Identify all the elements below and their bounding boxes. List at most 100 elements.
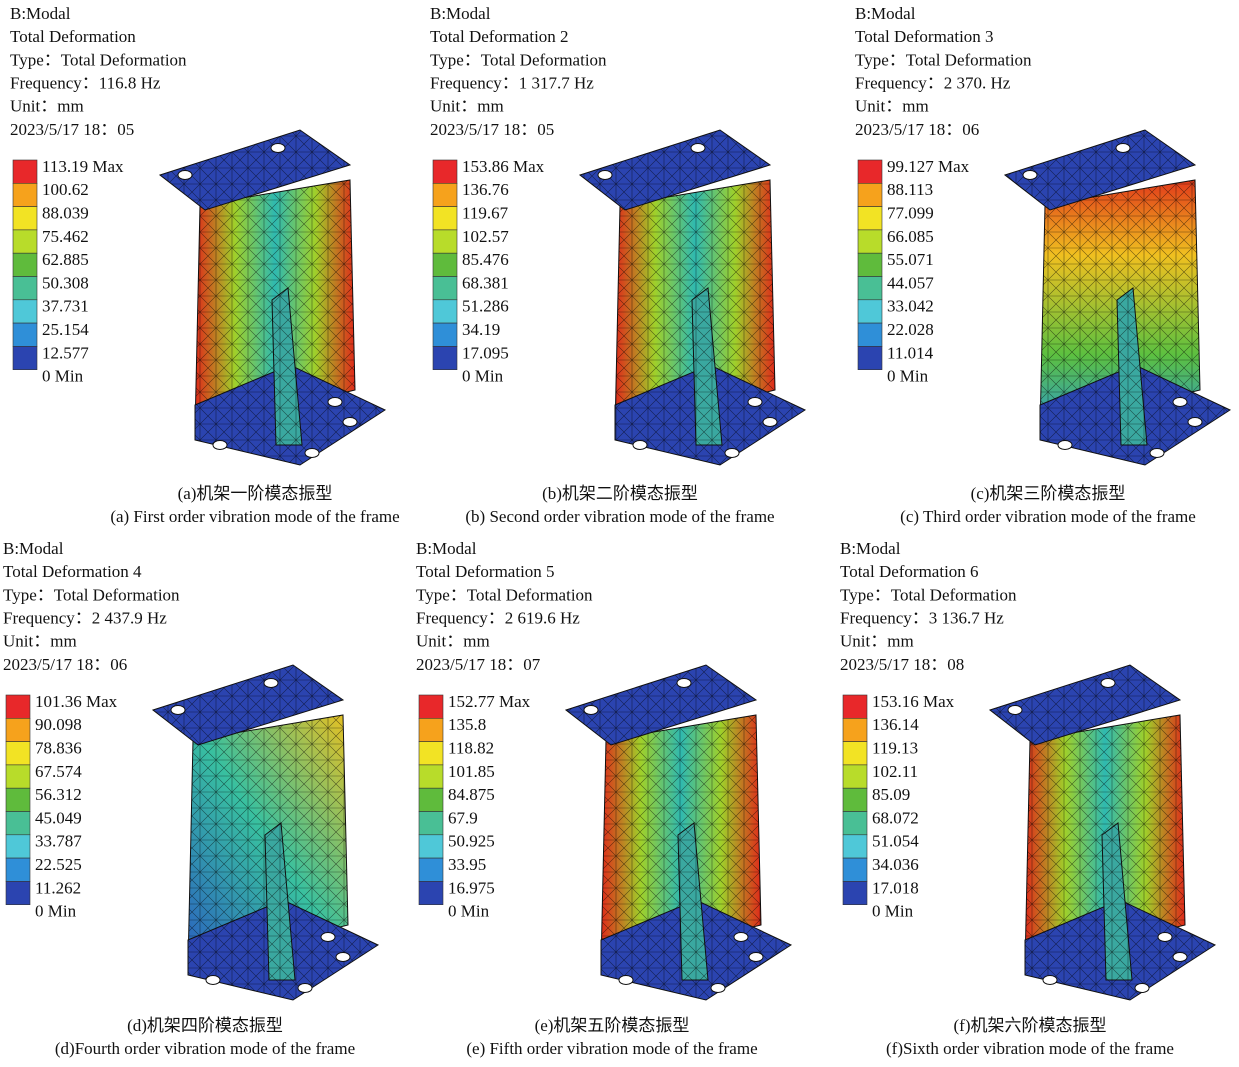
- legend-band: [419, 788, 443, 811]
- panel-header-line: 2023/5/17 18：07: [416, 655, 541, 674]
- legend-band: [433, 207, 457, 230]
- legend-label: 152.77 Max: [448, 692, 531, 711]
- legend-label: 50.925: [448, 832, 495, 851]
- legend-band: [6, 695, 30, 718]
- panel-header-line: 2023/5/17 18：06: [855, 120, 979, 139]
- legend-band: [843, 765, 867, 788]
- legend-label: 68.072: [872, 808, 919, 827]
- legend-band: [6, 718, 30, 741]
- caption-cn: (a)机架一阶模态振型: [178, 484, 333, 503]
- panel-header-line: Type：Total Deformation: [840, 585, 1017, 604]
- legend-band: [843, 835, 867, 858]
- panel-header-line: 2023/5/17 18：05: [10, 120, 134, 139]
- legend-band: [858, 300, 882, 323]
- bolt-hole: [1116, 144, 1130, 153]
- legend-label: 101.36 Max: [35, 692, 118, 711]
- panel-header-line: Frequency：116.8 Hz: [10, 74, 161, 93]
- legend-band: [13, 300, 37, 323]
- legend-label: 0 Min: [42, 367, 84, 386]
- legend-band: [858, 253, 882, 276]
- panel: B:ModalTotal Deformation 4Type：Total Def…: [3, 539, 378, 1058]
- legend-band: [433, 230, 457, 253]
- legend-label: 0 Min: [35, 902, 77, 921]
- panel-header-line: Unit：mm: [430, 97, 504, 116]
- legend-band: [13, 277, 37, 300]
- caption-cn: (b)机架二阶模态振型: [542, 484, 698, 503]
- panel-header-line: B:Modal: [840, 539, 901, 558]
- legend-band: [858, 183, 882, 206]
- panel-header-line: Total Deformation 6: [840, 562, 979, 581]
- legend-label: 85.476: [462, 250, 509, 269]
- legend-label: 67.9: [448, 808, 478, 827]
- panel-header-line: Type：Total Deformation: [430, 50, 607, 69]
- legend-label: 102.11: [872, 762, 918, 781]
- bolt-hole: [171, 706, 185, 715]
- bolt-hole: [1008, 706, 1022, 715]
- legend-label: 118.82: [448, 739, 494, 758]
- bolt-hole: [343, 418, 357, 427]
- caption-en: (a) First order vibration mode of the fr…: [110, 507, 399, 526]
- panel-header-line: Unit：mm: [840, 632, 914, 651]
- caption-en: (d)Fourth order vibration mode of the fr…: [55, 1039, 355, 1058]
- legend-band: [843, 718, 867, 741]
- caption-cn: (d)机架四阶模态振型: [127, 1016, 283, 1035]
- legend-band: [419, 765, 443, 788]
- legend-label: 22.525: [35, 855, 82, 874]
- panel-header-line: Unit：mm: [416, 632, 490, 651]
- legend-band: [419, 881, 443, 904]
- bolt-hole: [748, 398, 762, 407]
- caption-en: (b) Second order vibration mode of the f…: [465, 507, 774, 526]
- panel-header-line: Frequency：3 136.7 Hz: [840, 609, 1004, 628]
- panel: B:ModalTotal Deformation 5Type：Total Def…: [416, 539, 791, 1058]
- panel-header-line: Frequency：2 619.6 Hz: [416, 609, 580, 628]
- legend-label: 66.085: [887, 227, 934, 246]
- panel-header-line: Frequency：2 370. Hz: [855, 74, 1011, 93]
- panel-header-line: B:Modal: [430, 4, 491, 23]
- legend-label: 50.308: [42, 273, 89, 292]
- bolt-hole: [328, 398, 342, 407]
- legend-label: 119.67: [462, 204, 509, 223]
- legend-band: [419, 835, 443, 858]
- legend-band: [13, 323, 37, 346]
- bolt-hole: [206, 976, 220, 985]
- legend-band: [433, 183, 457, 206]
- legend-band: [858, 277, 882, 300]
- legend-band: [858, 323, 882, 346]
- bolt-hole: [213, 441, 227, 450]
- legend-label: 0 Min: [887, 367, 929, 386]
- legend-label: 34.036: [872, 855, 919, 874]
- bolt-hole: [1173, 398, 1187, 407]
- legend-label: 44.057: [887, 273, 934, 292]
- legend-label: 11.014: [887, 343, 934, 362]
- legend-band: [6, 765, 30, 788]
- caption-en: (f)Sixth order vibration mode of the fra…: [886, 1039, 1174, 1058]
- legend-label: 56.312: [35, 785, 82, 804]
- legend-band: [843, 881, 867, 904]
- legend-label: 88.039: [42, 204, 89, 223]
- legend-label: 84.875: [448, 785, 495, 804]
- legend-label: 17.095: [462, 343, 509, 362]
- legend-band: [843, 695, 867, 718]
- legend-label: 68.381: [462, 273, 509, 292]
- legend-label: 55.071: [887, 250, 934, 269]
- bolt-hole: [1058, 441, 1072, 450]
- panel-header-line: Unit：mm: [855, 97, 929, 116]
- bolt-hole: [691, 144, 705, 153]
- bolt-hole: [271, 144, 285, 153]
- panel-header-line: Frequency：2 437.9 Hz: [3, 609, 167, 628]
- legend-label: 113.19 Max: [42, 157, 124, 176]
- panel-header-line: 2023/5/17 18：05: [430, 120, 554, 139]
- legend-band: [13, 230, 37, 253]
- legend-label: 75.462: [42, 227, 89, 246]
- bolt-hole: [1135, 984, 1149, 993]
- panel-header-line: Total Deformation 3: [855, 27, 994, 46]
- legend-label: 33.042: [887, 297, 934, 316]
- bolt-hole: [1023, 171, 1037, 180]
- legend-label: 62.885: [42, 250, 89, 269]
- legend-band: [6, 742, 30, 765]
- legend-band: [433, 253, 457, 276]
- bolt-hole: [305, 449, 319, 458]
- legend-band: [858, 160, 882, 183]
- legend-label: 102.57: [462, 227, 509, 246]
